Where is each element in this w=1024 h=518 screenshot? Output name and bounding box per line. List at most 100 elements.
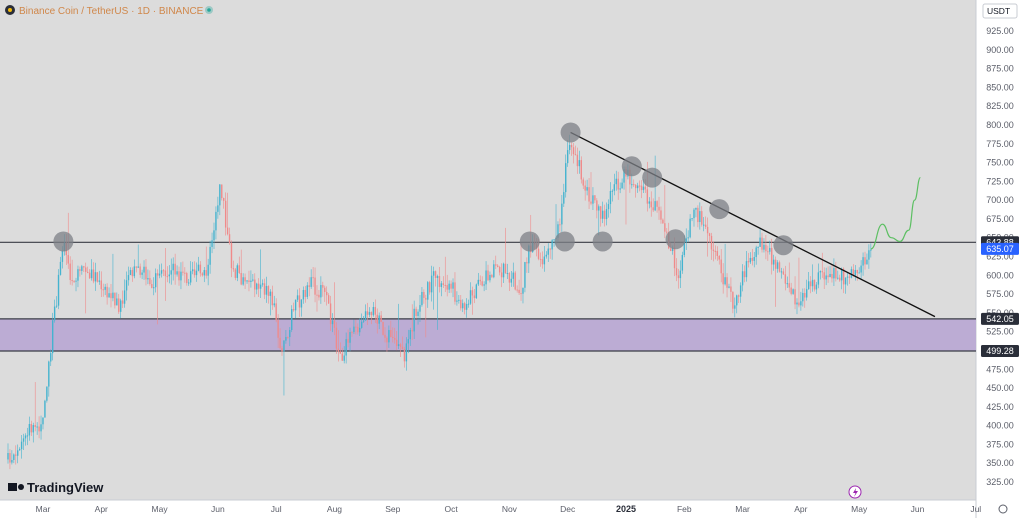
candle-body-327 [642, 186, 645, 191]
candle-body-337 [662, 219, 664, 224]
axis-settings-button[interactable] [998, 504, 1008, 514]
candle-body-355 [697, 207, 699, 223]
candle-body-253 [498, 266, 501, 273]
candle-body-232 [458, 299, 460, 301]
y-tick-label-19: 450.00 [986, 383, 1014, 393]
candle-body-429 [840, 268, 843, 281]
candle-body-38 [81, 266, 83, 271]
level-badge-2[interactable] [981, 312, 1019, 325]
candle-body-307 [603, 210, 606, 220]
candle-body-306 [601, 210, 604, 219]
candle-body-267 [526, 262, 528, 264]
candle-body-333 [654, 201, 656, 211]
candle-body-8 [22, 438, 25, 442]
gear-icon [998, 504, 1008, 514]
candle-body-376 [737, 295, 740, 297]
candle-body-157 [312, 277, 314, 279]
candle-body-241 [475, 284, 478, 299]
candle-body-370 [726, 277, 728, 288]
price-axis-background [976, 0, 1024, 518]
candle-body-364 [714, 250, 717, 252]
candle-body-164 [326, 291, 328, 296]
candle-body-393 [771, 247, 773, 265]
candle-body-56 [116, 298, 118, 306]
candle-body-301 [592, 195, 594, 204]
candle-body-195 [386, 337, 388, 343]
candle-body-410 [804, 292, 806, 298]
candle-body-202 [399, 344, 402, 347]
candle-body-310 [609, 191, 612, 205]
candle-body-114 [228, 234, 231, 244]
candle-body-248 [489, 274, 491, 281]
candle-body-135 [269, 291, 272, 296]
candle-body-104 [209, 246, 211, 265]
candle-body-69 [141, 272, 143, 275]
candle-body-28 [61, 250, 64, 262]
time-axis-background [0, 500, 976, 518]
level-badge-label-2: 542.05 [986, 314, 1014, 324]
candle-body-93 [188, 282, 190, 284]
level-badge-3[interactable] [981, 344, 1019, 357]
candle-body-169 [335, 327, 338, 349]
candle-body-117 [234, 269, 237, 278]
candle-body-435 [852, 269, 855, 276]
candle-body-362 [710, 235, 713, 250]
candle-body-113 [226, 227, 229, 235]
candle-body-58 [120, 300, 122, 312]
candle-body-109 [219, 184, 221, 206]
candle-body-47 [98, 280, 101, 282]
time-axis-ticks: Mar Apr May Jun Jul Aug Sep Oct Nov Dec 2025 Feb Mar… [36, 504, 982, 514]
lightning-button[interactable] [848, 485, 862, 499]
candle-body-417 [817, 272, 820, 285]
currency-selector[interactable]: USDT [982, 3, 1018, 19]
candle-body-99 [199, 264, 202, 274]
candle-body-37 [79, 269, 81, 271]
candle-body-437 [856, 270, 858, 274]
candle-body-332 [652, 207, 654, 211]
tradingview-logo-icon [8, 483, 17, 491]
candle-body-288 [566, 150, 569, 164]
symbol-header[interactable]: Binance Coin / TetherUS · 1D · BINANCE [5, 5, 213, 17]
tradingview-brand[interactable]: TradingView [8, 480, 104, 495]
candle-body-181 [359, 327, 361, 333]
candle-body-14 [34, 425, 36, 428]
candle-body-0 [7, 453, 9, 460]
plot-background [0, 0, 976, 500]
candle-body-9 [24, 435, 27, 439]
candle-body-218 [430, 275, 433, 293]
candle-body-378 [741, 271, 744, 286]
candle-body-40 [85, 267, 87, 272]
candle-body-239 [471, 290, 474, 296]
level-badge-1[interactable] [981, 242, 1019, 255]
candle-body-309 [607, 204, 610, 210]
candle-body-299 [588, 187, 590, 202]
candle-body-384 [753, 257, 755, 261]
candle-body-423 [829, 273, 831, 278]
candle-body-105 [211, 240, 213, 247]
candle-body-107 [215, 211, 217, 231]
candle-body-368 [722, 273, 724, 285]
candle-body-185 [366, 311, 369, 315]
candle-body-247 [487, 270, 489, 281]
candle-body-374 [734, 305, 736, 309]
candle-body-19 [44, 400, 46, 418]
candle-body-24 [53, 306, 56, 321]
market-status-dot-icon [207, 8, 211, 12]
candle-body-416 [815, 284, 818, 290]
candle-body-280 [551, 240, 553, 250]
candle-body-254 [500, 272, 503, 278]
candle-body-64 [131, 270, 134, 277]
candle-body-372 [730, 286, 732, 292]
candle-body-57 [118, 298, 120, 312]
candle-body-352 [691, 218, 693, 220]
candle-body-13 [32, 425, 34, 433]
candle-body-344 [675, 268, 678, 276]
candle-body-292 [574, 154, 577, 156]
candle-body-82 [166, 276, 169, 278]
candle-body-350 [687, 237, 689, 239]
candle-body-243 [479, 279, 481, 282]
x-tick-label-6: Sep [385, 504, 400, 514]
